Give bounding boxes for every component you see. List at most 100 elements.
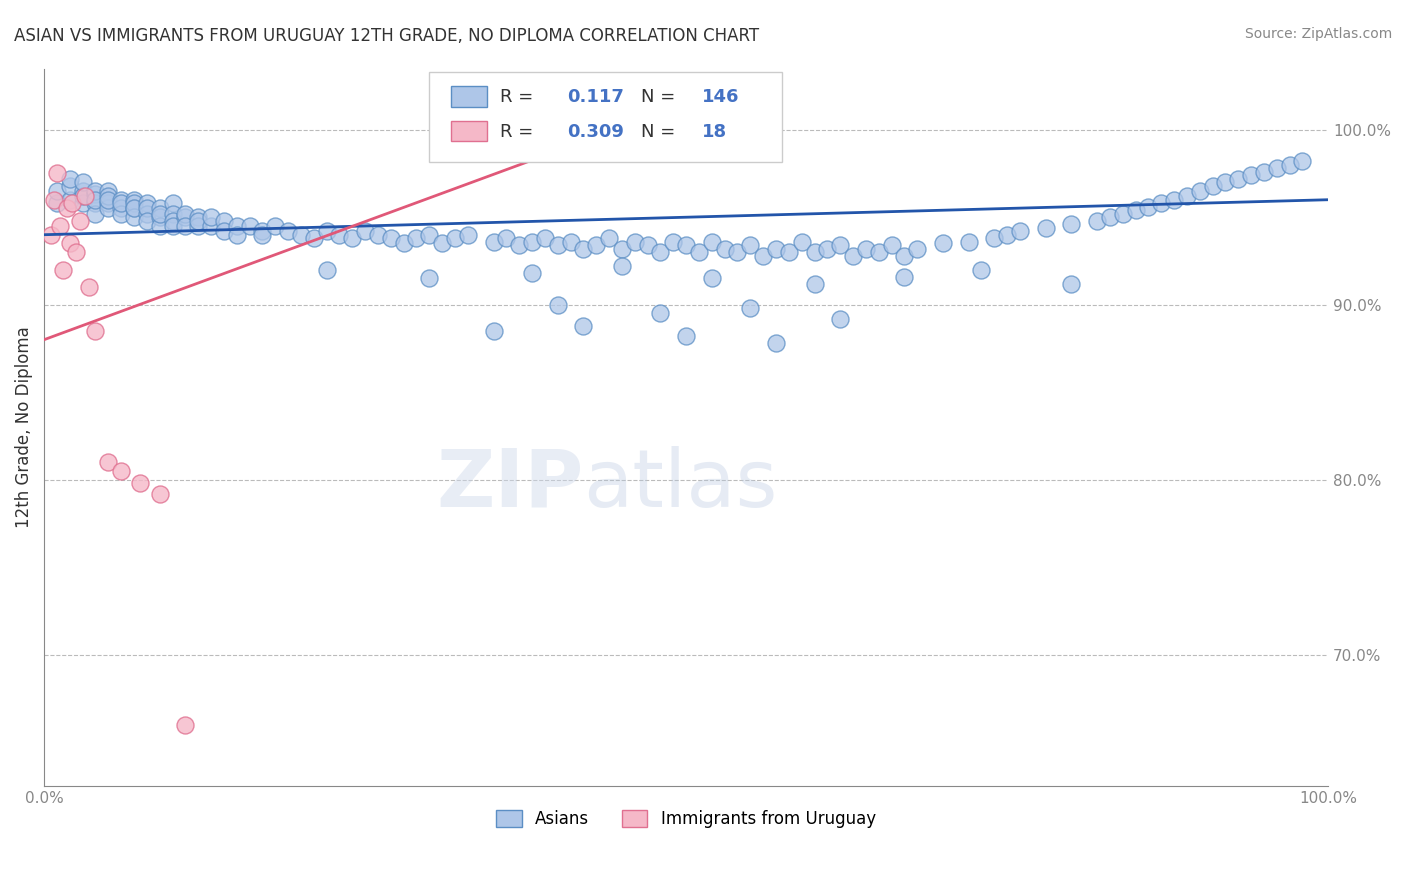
Text: N =: N =: [641, 122, 675, 141]
Point: [815, 242, 838, 256]
Point: [72, 184, 94, 198]
Point: [1227, 171, 1250, 186]
Point: [970, 262, 993, 277]
Point: [700, 271, 723, 285]
Point: [713, 242, 735, 256]
Point: [162, 219, 184, 233]
Point: [880, 238, 903, 252]
Point: [149, 202, 172, 216]
Point: [1150, 196, 1173, 211]
Point: [1137, 200, 1160, 214]
Point: [662, 235, 685, 249]
Point: [60, 196, 83, 211]
Text: 146: 146: [702, 88, 740, 106]
Point: [650, 245, 672, 260]
Point: [84, 184, 107, 198]
Point: [122, 211, 145, 225]
Point: [868, 245, 890, 260]
Point: [200, 219, 222, 233]
Point: [893, 249, 915, 263]
Point: [688, 245, 710, 260]
Point: [225, 219, 247, 233]
Point: [1188, 184, 1211, 198]
Legend: Asians, Immigrants from Uruguay: Asians, Immigrants from Uruguay: [489, 804, 883, 835]
Point: [84, 207, 107, 221]
Point: [39, 227, 62, 242]
Point: [135, 196, 157, 211]
Point: [1175, 189, 1198, 203]
Text: 0.117: 0.117: [567, 88, 624, 106]
Text: ZIP: ZIP: [436, 445, 583, 524]
Point: [700, 235, 723, 249]
Point: [59, 236, 82, 251]
Text: 0.309: 0.309: [567, 122, 624, 141]
Point: [1112, 207, 1135, 221]
Point: [547, 298, 569, 312]
Point: [342, 231, 364, 245]
Text: atlas: atlas: [583, 445, 778, 524]
FancyBboxPatch shape: [429, 72, 782, 161]
Point: [72, 189, 94, 203]
Point: [238, 219, 260, 233]
Point: [84, 193, 107, 207]
Point: [457, 227, 479, 242]
Point: [187, 211, 209, 225]
Point: [534, 231, 557, 245]
Point: [1085, 213, 1108, 227]
Point: [48, 219, 70, 233]
Point: [84, 196, 107, 211]
Point: [572, 318, 595, 333]
Point: [367, 227, 389, 242]
Point: [585, 238, 607, 252]
Point: [778, 245, 800, 260]
Point: [135, 213, 157, 227]
Point: [740, 238, 762, 252]
Point: [69, 213, 91, 227]
Point: [122, 196, 145, 211]
Point: [598, 231, 620, 245]
Point: [675, 329, 697, 343]
Point: [495, 231, 517, 245]
Point: [1098, 211, 1121, 225]
Point: [637, 238, 659, 252]
Point: [1215, 175, 1237, 189]
Point: [44, 193, 66, 207]
Point: [84, 187, 107, 202]
Point: [200, 211, 222, 225]
Point: [149, 207, 172, 221]
Point: [803, 245, 825, 260]
Point: [1240, 168, 1263, 182]
Point: [430, 236, 453, 251]
Point: [1253, 165, 1275, 179]
Point: [122, 193, 145, 207]
Point: [46, 166, 69, 180]
Text: R =: R =: [501, 88, 533, 106]
Point: [392, 236, 415, 251]
Point: [77, 280, 100, 294]
Point: [122, 202, 145, 216]
Text: ASIAN VS IMMIGRANTS FROM URUGUAY 12TH GRADE, NO DIPLOMA CORRELATION CHART: ASIAN VS IMMIGRANTS FROM URUGUAY 12TH GR…: [14, 27, 759, 45]
Point: [46, 196, 69, 211]
Text: N =: N =: [641, 88, 675, 106]
Point: [520, 266, 543, 280]
Point: [110, 464, 132, 478]
Point: [623, 235, 645, 249]
Point: [905, 242, 928, 256]
Point: [482, 235, 505, 249]
Point: [187, 219, 209, 233]
Point: [315, 262, 337, 277]
Text: 18: 18: [702, 122, 727, 141]
Point: [610, 259, 633, 273]
Point: [52, 262, 75, 277]
Point: [855, 242, 877, 256]
Point: [1278, 158, 1301, 172]
Point: [97, 202, 120, 216]
Point: [1035, 220, 1057, 235]
Point: [675, 238, 697, 252]
Point: [765, 336, 787, 351]
Point: [650, 306, 672, 320]
Point: [212, 224, 235, 238]
Point: [482, 324, 505, 338]
Text: R =: R =: [501, 122, 533, 141]
Point: [328, 227, 350, 242]
